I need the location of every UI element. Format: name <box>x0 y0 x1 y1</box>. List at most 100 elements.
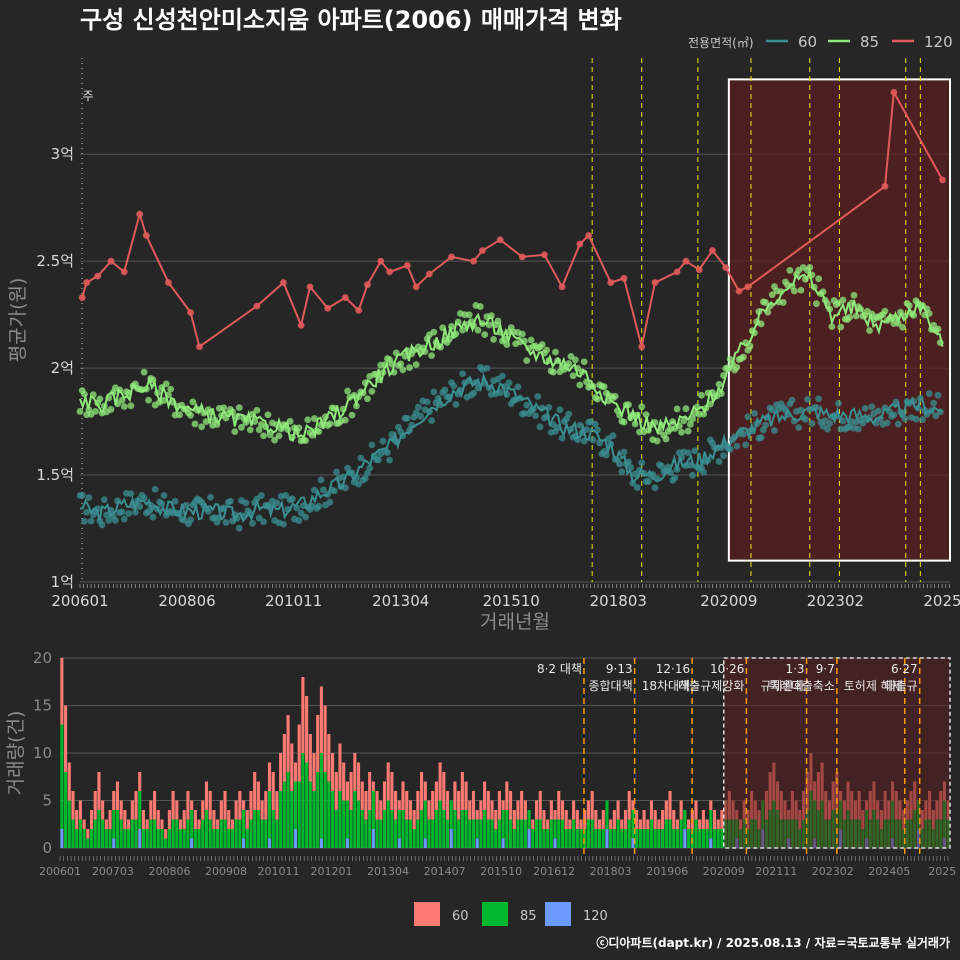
data-point <box>189 398 197 406</box>
data-point <box>682 405 690 413</box>
volume-bar <box>416 791 420 820</box>
policy-annotation: 10·26 <box>710 662 744 676</box>
series-line <box>81 88 944 349</box>
volume-bar <box>572 800 576 820</box>
volume-bar <box>134 791 138 820</box>
data-point <box>733 363 741 371</box>
x-tick-label: 202302 <box>807 592 864 610</box>
policy-annotation: 18차대책 <box>642 678 690 693</box>
volume-bar <box>497 819 501 848</box>
volume-bar <box>698 829 702 848</box>
volume-bar <box>149 800 153 820</box>
data-point <box>222 519 230 526</box>
data-point <box>238 423 245 431</box>
data-point <box>839 296 847 304</box>
data-point <box>638 403 646 411</box>
data-point <box>368 387 376 395</box>
volume-bar <box>223 791 227 820</box>
y-tick-label: 2억 <box>51 359 74 377</box>
data-point <box>78 294 86 301</box>
data-point <box>297 509 305 517</box>
x-tick-label: 201803 <box>590 592 647 610</box>
volume-bar <box>683 810 687 829</box>
volume-bar <box>483 781 487 810</box>
volume-bar <box>153 819 157 848</box>
data-point <box>740 430 747 438</box>
volume-bar <box>427 819 431 848</box>
data-point <box>651 484 659 492</box>
data-point <box>481 331 489 338</box>
data-point <box>397 360 405 368</box>
data-point <box>118 508 126 516</box>
data-point <box>868 403 876 411</box>
data-point <box>757 434 765 441</box>
volume-bar <box>64 772 68 848</box>
data-point <box>757 320 765 328</box>
data-point <box>733 442 741 450</box>
data-point <box>326 498 334 506</box>
volume-bar <box>505 810 509 848</box>
volume-bar <box>230 819 234 829</box>
volume-bar <box>82 829 86 848</box>
volume-bar <box>371 829 375 848</box>
volume-bar <box>720 810 724 829</box>
data-point <box>127 402 135 410</box>
volume-bar <box>716 829 720 848</box>
legend-swatch <box>482 902 508 926</box>
data-point <box>662 435 670 443</box>
volume-bar <box>475 819 479 839</box>
data-point <box>406 364 413 371</box>
data-point <box>81 390 88 398</box>
volume-bar <box>649 819 654 848</box>
volume-bar <box>349 772 353 810</box>
volume-bar <box>542 810 546 829</box>
data-point <box>866 327 873 335</box>
volume-bar <box>657 819 661 829</box>
volume-bar <box>216 819 220 829</box>
y-tick-label: 1억 <box>51 573 74 591</box>
data-point <box>105 517 113 524</box>
volume-bar <box>382 781 387 810</box>
volume-bar <box>323 772 327 848</box>
volume-bar <box>364 791 368 820</box>
volume-bar <box>460 772 464 810</box>
data-point <box>483 364 491 372</box>
volume-bar <box>494 810 498 829</box>
data-point <box>934 325 942 333</box>
volume-bar <box>305 696 309 763</box>
volume-bar <box>197 819 201 829</box>
x-tick-label: 201407 <box>424 865 466 878</box>
volume-bar <box>431 819 435 848</box>
volume-bar <box>579 829 583 848</box>
volume-bar <box>319 838 323 848</box>
data-point <box>850 291 858 299</box>
volume-bar <box>420 810 424 848</box>
data-point <box>452 401 460 408</box>
data-point <box>925 390 933 397</box>
volume-bar <box>501 838 505 848</box>
data-point <box>326 420 334 428</box>
volume-bar <box>386 800 390 848</box>
volume-bar <box>379 800 383 820</box>
data-point <box>145 396 152 404</box>
volume-bar <box>698 819 702 829</box>
volume-bar <box>71 819 75 848</box>
volume-bar <box>523 819 527 848</box>
volume-bar <box>679 819 683 848</box>
volume-bar <box>408 800 412 820</box>
data-point <box>653 437 661 445</box>
data-point <box>523 357 531 365</box>
volume-bar <box>89 810 94 829</box>
volume-bar <box>89 829 94 848</box>
data-point <box>330 487 338 495</box>
x-tick-label: 202111 <box>755 865 797 878</box>
data-point <box>282 491 290 499</box>
volume-bar <box>646 829 650 848</box>
volume-bar <box>279 791 283 848</box>
volume-bar <box>308 734 312 782</box>
volume-bar <box>145 819 149 829</box>
volume-bar <box>190 838 194 848</box>
volume-bar <box>75 829 79 848</box>
x-tick-label: 202405 <box>868 865 910 878</box>
data-point <box>808 420 816 427</box>
